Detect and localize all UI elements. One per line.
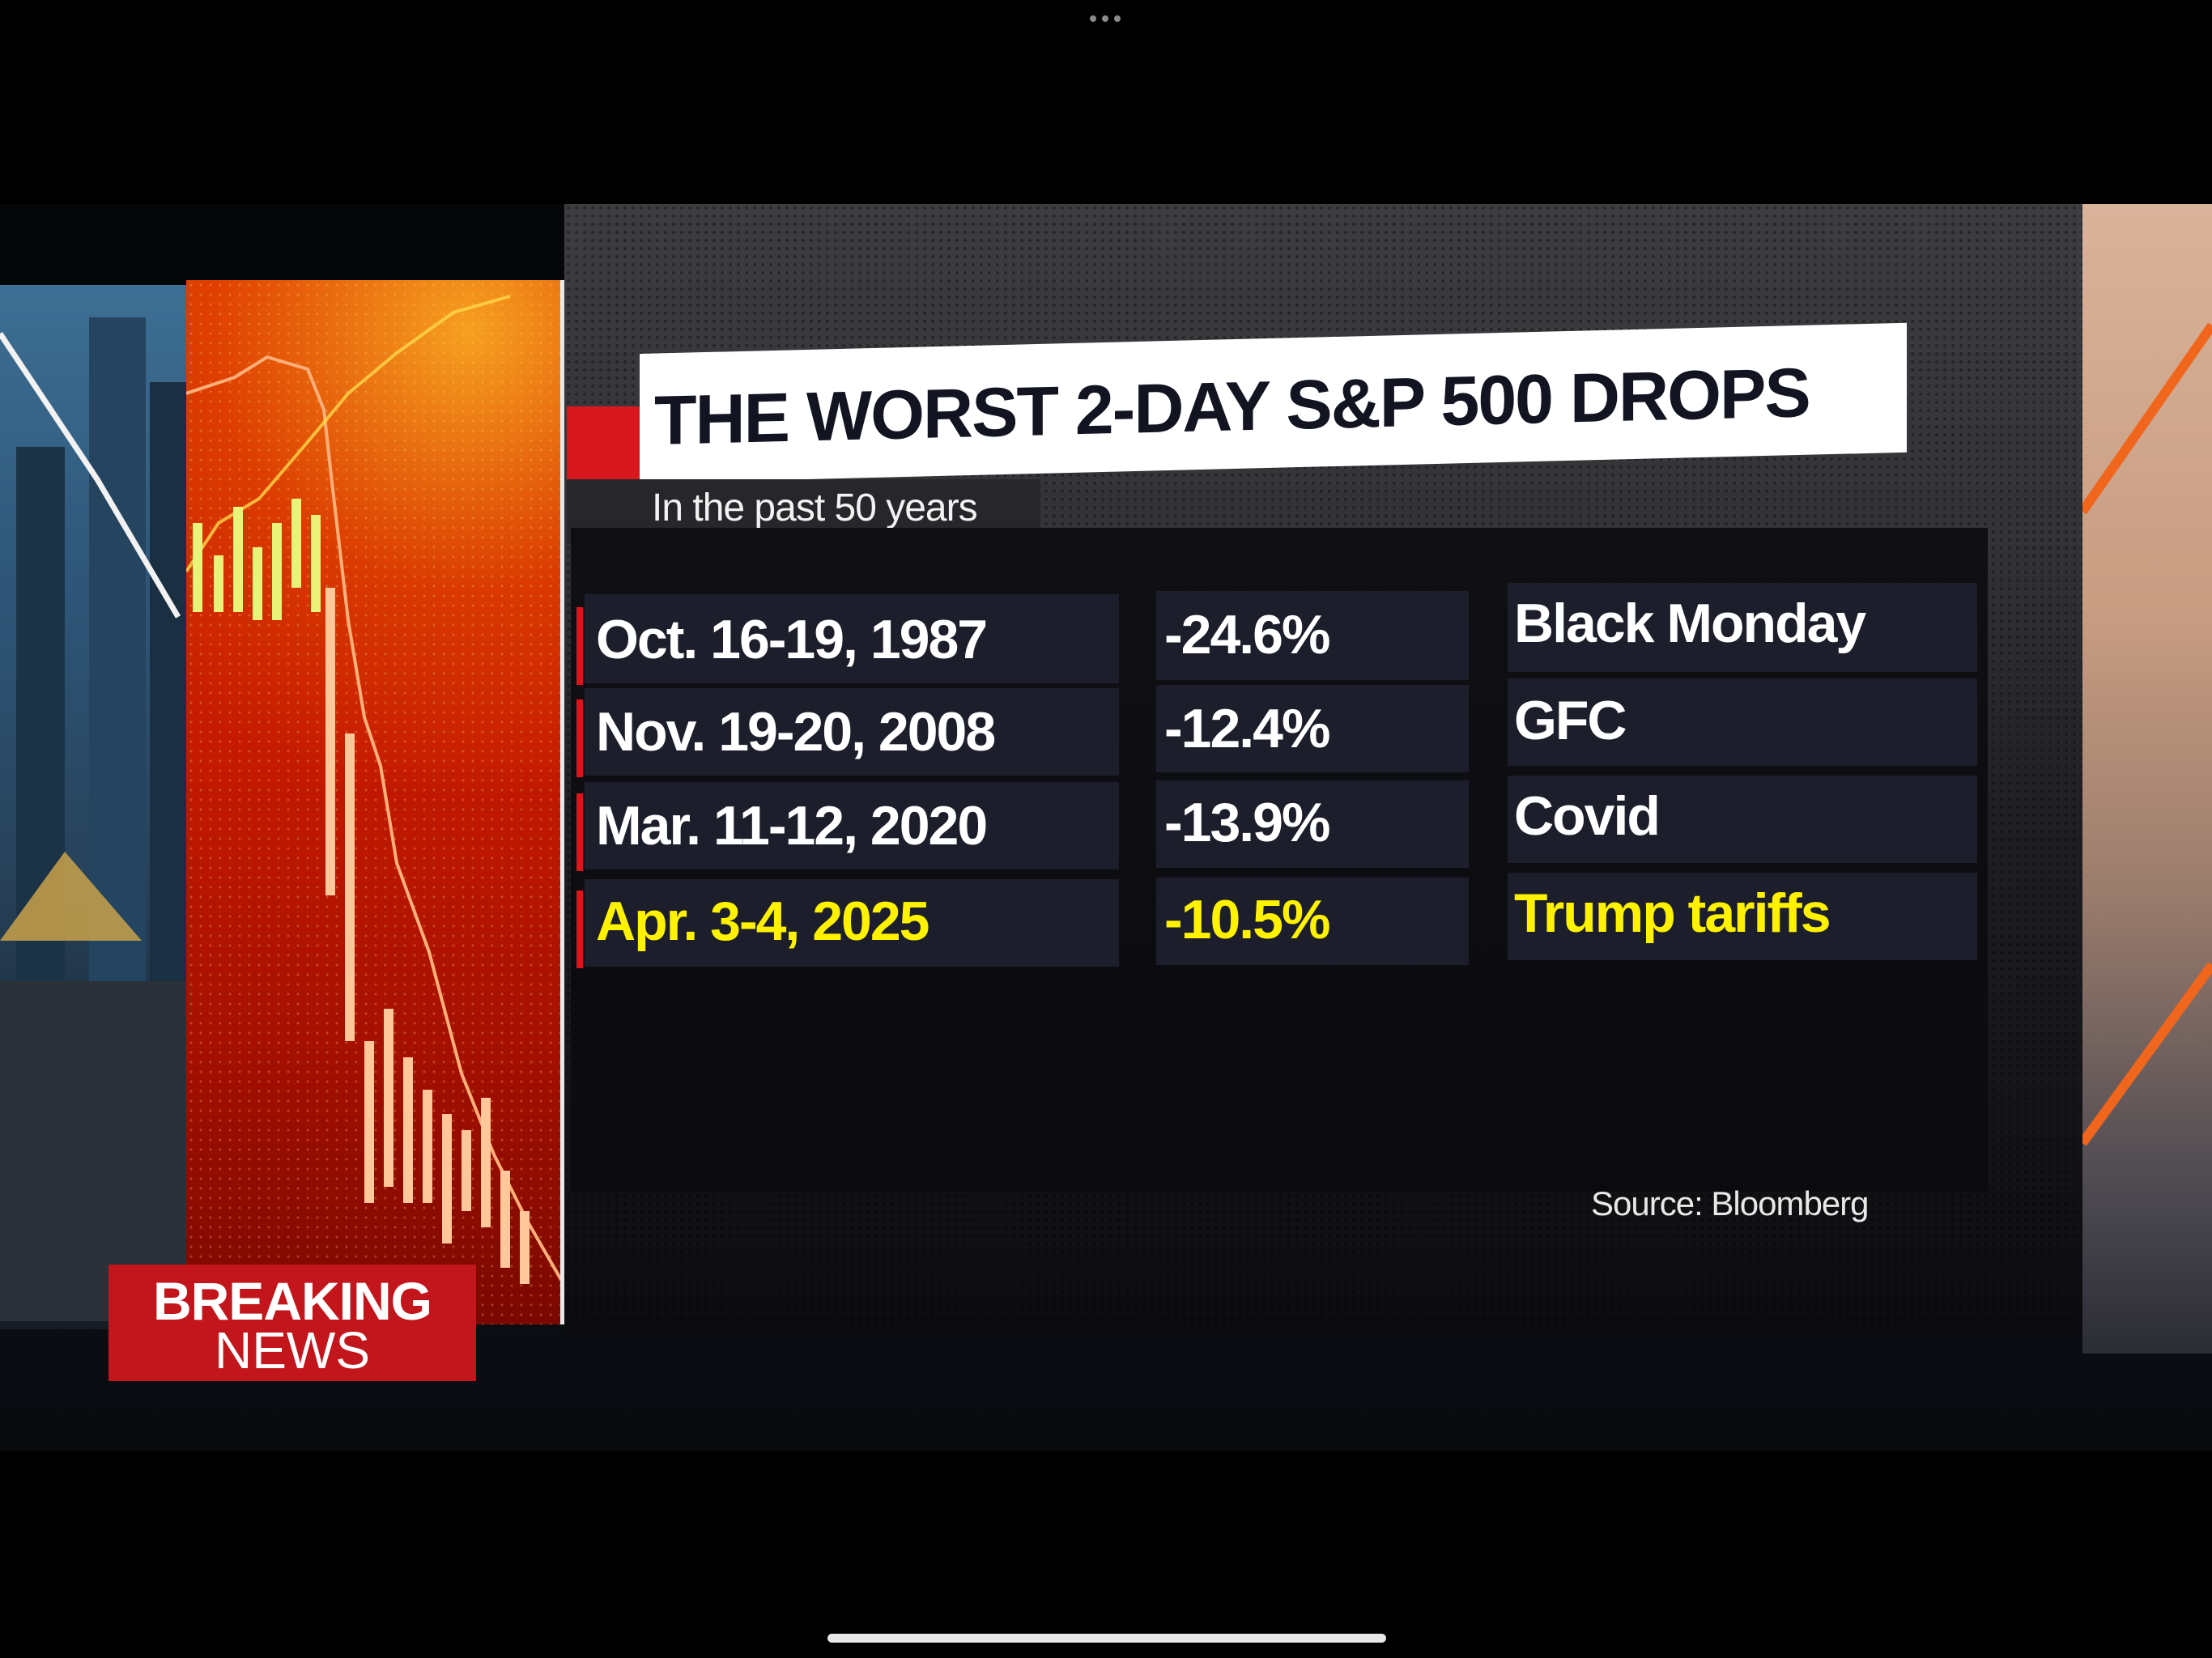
panel-divider [560,280,564,1324]
table-cell [585,782,1119,869]
table-cell [1508,776,1977,863]
row-event: Black Monday [1514,593,1866,654]
graphic-subtitle: In the past 50 years [652,487,978,529]
breaking-news-badge: BREAKING NEWS [108,1265,476,1381]
table-cell [1156,878,1469,965]
source-credit: Source: Bloomberg [1591,1184,1870,1222]
row-change-highlighted: -10.5% [1164,889,1330,950]
row-event: Covid [1514,785,1661,847]
orange-accent-lines [2082,322,2212,1146]
video-frame: THE WORST 2-DAY S&P 500 DROPS In the pas… [0,204,2212,1451]
white-trend-line [0,332,181,619]
row-accent-bar [576,699,583,777]
table-cell [1508,583,1977,672]
row-accent-bar [576,793,583,871]
more-options-icon[interactable] [1090,13,1125,24]
row-dates: Nov. 19-20, 2008 [596,701,996,763]
row-dates-highlighted: Apr. 3-4, 2025 [596,891,929,952]
row-change: -24.6% [1164,604,1330,665]
candlestick-chart [186,295,564,1285]
badge-line-1: BREAKING [152,1271,432,1331]
table-cell [585,594,1119,683]
row-event: GFC [1514,690,1627,751]
table-cell [1508,678,1977,766]
right-background-panel [2082,204,2212,1354]
badge-line-2: NEWS [215,1321,370,1380]
city-skyline-panel [0,285,194,1329]
table-cell [1156,685,1469,772]
row-change: -12.4% [1164,698,1330,759]
table-cell [1156,591,1469,680]
triangle-shape [0,852,142,941]
table-cell [585,879,1119,967]
table-cell [1156,780,1469,868]
home-indicator[interactable] [827,1634,1386,1643]
row-dates: Oct. 16-19, 1987 [596,609,988,670]
table-cell [1508,873,1977,960]
row-dates: Mar. 11-12, 2020 [596,795,988,857]
table-cell [585,688,1119,776]
row-change: -13.9% [1164,792,1330,853]
row-event-highlighted: Trump tariffs [1514,882,1831,944]
row-accent-bar [576,891,583,968]
row-accent-bar [576,607,583,685]
candlestick-chart-panel [186,280,564,1324]
